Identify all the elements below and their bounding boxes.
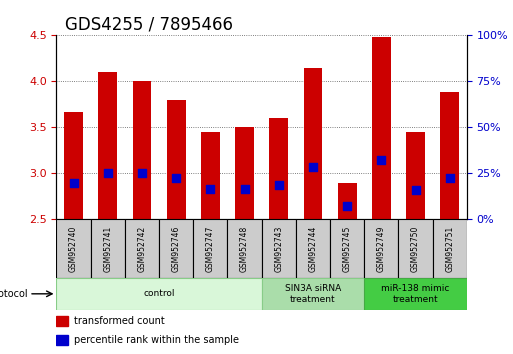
Bar xyxy=(56,316,68,326)
Point xyxy=(69,180,77,185)
Bar xyxy=(125,219,159,278)
Bar xyxy=(201,132,220,219)
Text: miR-138 mimic
treatment: miR-138 mimic treatment xyxy=(381,284,450,303)
Point xyxy=(446,175,454,181)
Bar xyxy=(364,278,467,310)
Point xyxy=(411,187,420,193)
Bar xyxy=(262,219,296,278)
Bar xyxy=(432,219,467,278)
Bar xyxy=(193,219,227,278)
Point xyxy=(138,171,146,176)
Text: GSM952751: GSM952751 xyxy=(445,225,454,272)
Bar xyxy=(269,118,288,219)
Text: transformed count: transformed count xyxy=(74,316,165,326)
Point xyxy=(172,175,180,181)
Bar xyxy=(64,112,83,219)
Text: GSM952743: GSM952743 xyxy=(274,225,283,272)
Point xyxy=(309,164,317,170)
Bar xyxy=(235,127,254,219)
Bar xyxy=(167,100,186,219)
Bar xyxy=(227,219,262,278)
Bar xyxy=(304,68,322,219)
Text: SIN3A siRNA
treatment: SIN3A siRNA treatment xyxy=(285,284,341,303)
Text: GSM952740: GSM952740 xyxy=(69,225,78,272)
Text: GSM952744: GSM952744 xyxy=(308,225,318,272)
Bar xyxy=(330,219,364,278)
Text: GSM952741: GSM952741 xyxy=(103,225,112,272)
Text: protocol: protocol xyxy=(0,289,27,299)
Bar xyxy=(296,219,330,278)
Bar xyxy=(262,278,364,310)
Bar xyxy=(364,219,399,278)
Bar xyxy=(440,92,459,219)
Text: percentile rank within the sample: percentile rank within the sample xyxy=(74,335,239,345)
Text: GSM952746: GSM952746 xyxy=(172,225,181,272)
Bar xyxy=(338,183,357,219)
Point xyxy=(343,203,351,209)
Text: GSM952747: GSM952747 xyxy=(206,225,215,272)
Point xyxy=(104,171,112,176)
Point xyxy=(206,186,214,192)
Text: GSM952750: GSM952750 xyxy=(411,225,420,272)
Text: GSM952745: GSM952745 xyxy=(343,225,351,272)
Bar xyxy=(56,219,91,278)
Bar xyxy=(98,72,117,219)
Point xyxy=(377,157,385,162)
Bar xyxy=(159,219,193,278)
Bar xyxy=(56,278,262,310)
Bar xyxy=(406,132,425,219)
Text: GSM952742: GSM952742 xyxy=(137,225,146,272)
Text: GDS4255 / 7895466: GDS4255 / 7895466 xyxy=(65,16,232,34)
Point xyxy=(274,182,283,187)
Bar xyxy=(372,37,391,219)
Point xyxy=(241,186,249,192)
Bar xyxy=(132,81,151,219)
Bar xyxy=(399,219,432,278)
Text: GSM952749: GSM952749 xyxy=(377,225,386,272)
Bar xyxy=(91,219,125,278)
Text: control: control xyxy=(143,289,175,298)
Text: GSM952748: GSM952748 xyxy=(240,225,249,272)
Bar xyxy=(56,335,68,345)
